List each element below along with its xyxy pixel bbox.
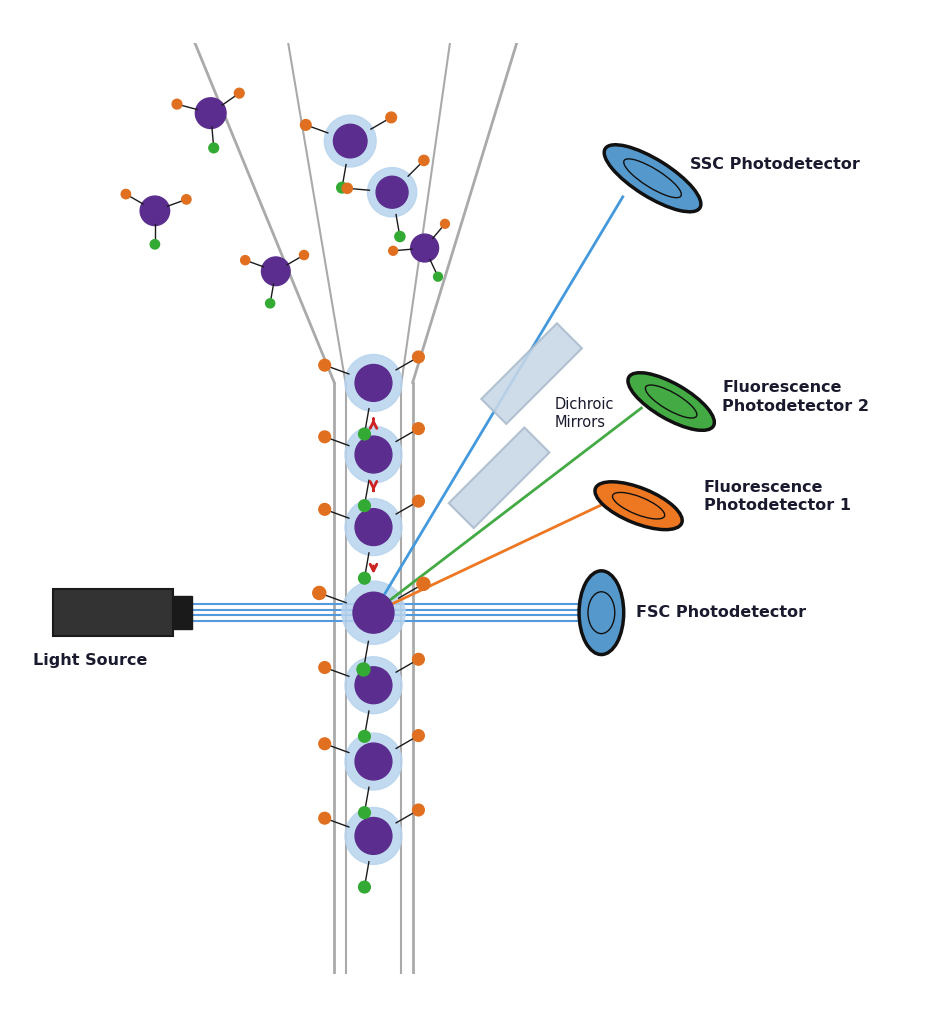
Circle shape xyxy=(140,196,170,226)
Text: Light Source: Light Source xyxy=(33,653,147,668)
Circle shape xyxy=(434,273,442,281)
Circle shape xyxy=(412,730,425,741)
Circle shape xyxy=(234,88,244,98)
Circle shape xyxy=(345,498,402,555)
Circle shape xyxy=(319,813,330,824)
Circle shape xyxy=(313,587,326,599)
Circle shape xyxy=(412,423,425,434)
Circle shape xyxy=(412,654,425,665)
Circle shape xyxy=(319,738,330,750)
Circle shape xyxy=(357,663,370,676)
Ellipse shape xyxy=(595,482,682,530)
FancyBboxPatch shape xyxy=(174,596,192,629)
Circle shape xyxy=(355,364,392,402)
Circle shape xyxy=(121,189,131,198)
Circle shape xyxy=(411,234,439,262)
Circle shape xyxy=(333,124,367,158)
Circle shape xyxy=(266,299,274,308)
Circle shape xyxy=(342,183,353,193)
Circle shape xyxy=(417,578,430,590)
Text: FSC Photodetector: FSC Photodetector xyxy=(635,605,806,620)
Ellipse shape xyxy=(605,144,701,212)
Ellipse shape xyxy=(579,571,623,655)
FancyBboxPatch shape xyxy=(52,590,174,636)
Circle shape xyxy=(261,257,290,286)
Circle shape xyxy=(358,881,370,893)
Text: Dichroic
Mirrors: Dichroic Mirrors xyxy=(555,397,614,430)
Circle shape xyxy=(355,667,392,704)
Circle shape xyxy=(182,194,191,204)
Circle shape xyxy=(345,807,402,864)
Circle shape xyxy=(355,818,392,854)
Circle shape xyxy=(341,581,405,645)
Circle shape xyxy=(345,355,402,412)
Circle shape xyxy=(358,730,370,742)
Circle shape xyxy=(345,657,402,714)
Circle shape xyxy=(300,120,311,130)
Circle shape xyxy=(355,743,392,780)
Circle shape xyxy=(319,503,330,516)
Circle shape xyxy=(389,246,397,255)
Circle shape xyxy=(337,182,347,193)
Circle shape xyxy=(412,804,425,816)
Circle shape xyxy=(419,156,429,166)
Polygon shape xyxy=(449,427,550,528)
Circle shape xyxy=(172,100,182,109)
Circle shape xyxy=(412,351,425,363)
Circle shape xyxy=(209,143,218,153)
Circle shape xyxy=(355,436,392,473)
Ellipse shape xyxy=(628,372,715,430)
Text: SSC Photodetector: SSC Photodetector xyxy=(689,157,859,172)
Circle shape xyxy=(319,359,330,371)
Circle shape xyxy=(368,168,417,217)
Circle shape xyxy=(358,428,370,440)
Circle shape xyxy=(150,240,160,249)
Circle shape xyxy=(345,426,402,483)
Circle shape xyxy=(358,806,370,819)
Polygon shape xyxy=(481,323,582,424)
Circle shape xyxy=(412,495,425,507)
Circle shape xyxy=(319,662,330,673)
Text: Fluorescence
Photodetector 1: Fluorescence Photodetector 1 xyxy=(703,480,851,514)
Circle shape xyxy=(358,573,370,584)
Circle shape xyxy=(319,431,330,442)
Circle shape xyxy=(440,220,450,228)
Circle shape xyxy=(355,508,392,545)
Circle shape xyxy=(299,250,309,259)
Circle shape xyxy=(325,115,376,167)
Text: Fluorescence
Photodetector 2: Fluorescence Photodetector 2 xyxy=(722,380,870,414)
Circle shape xyxy=(395,232,405,242)
Circle shape xyxy=(345,733,402,790)
Circle shape xyxy=(241,255,250,264)
Circle shape xyxy=(386,112,397,123)
Circle shape xyxy=(376,176,408,208)
Circle shape xyxy=(358,499,370,512)
Circle shape xyxy=(353,592,394,634)
Circle shape xyxy=(195,98,226,128)
